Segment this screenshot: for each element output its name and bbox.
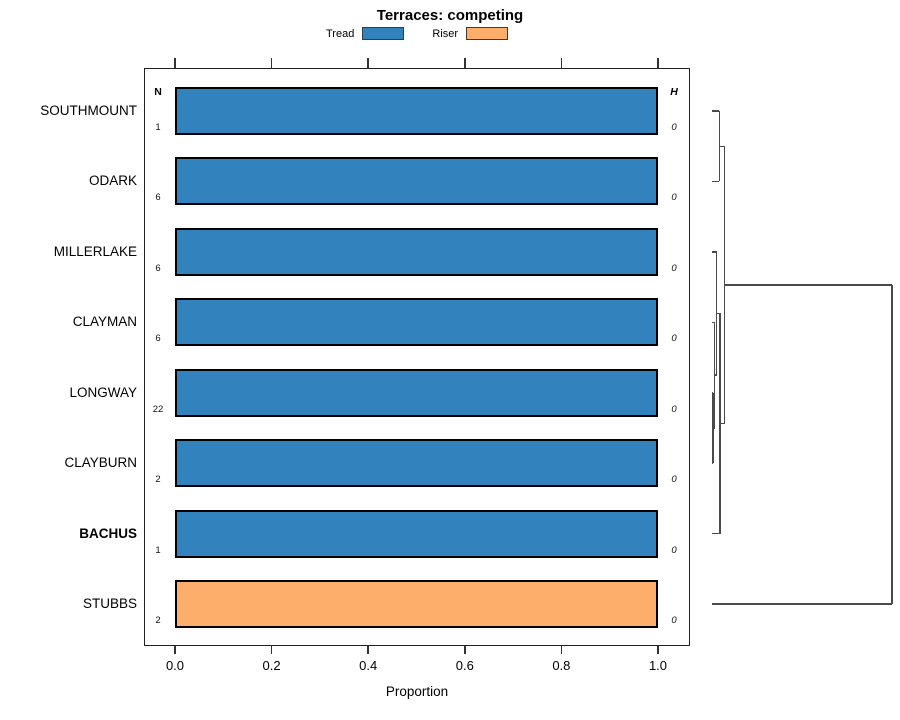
dendrogram-segment <box>714 374 717 376</box>
n-value-stubbs: 2 <box>155 615 161 626</box>
x-tick-label: 0.6 <box>455 658 474 673</box>
legend-item-riser: Riser <box>432 27 508 40</box>
dendrogram-segment <box>711 110 720 112</box>
bar-clayman <box>175 298 658 347</box>
category-label-southmount: SOUTHMOUNT <box>40 103 137 118</box>
dendrogram-segment <box>716 312 720 315</box>
x-tick-top <box>367 58 369 68</box>
dendrogram-segment <box>724 284 892 286</box>
x-tick-label: 0.0 <box>165 658 185 673</box>
n-value-millerlake: 6 <box>155 262 161 274</box>
x-tick-top <box>657 58 659 68</box>
bar-odark <box>175 157 658 206</box>
x-tick-label: 0.2 <box>262 658 281 673</box>
x-tick-bottom <box>367 646 369 654</box>
category-label-stubbs: STUBBS <box>82 596 137 611</box>
category-label-bachus: BACHUS <box>79 525 137 541</box>
dendrogram-segment <box>713 322 716 428</box>
x-tick-label: 0.8 <box>552 658 571 673</box>
n-value-southmount: 1 <box>155 122 161 133</box>
dendrogram-segment <box>891 284 893 604</box>
dendrogram-segment <box>715 251 718 376</box>
dendrogram-segment <box>711 603 892 605</box>
h-column-header: H <box>670 86 678 98</box>
bar-southmount <box>175 87 658 135</box>
dendrogram-segment <box>711 532 720 535</box>
x-axis-title: Proportion <box>385 684 449 699</box>
dendrogram-segment <box>711 180 720 183</box>
n-value-odark: 6 <box>155 192 161 204</box>
dendrogram-segment <box>719 145 725 147</box>
dendrogram-segment <box>723 146 726 424</box>
bar-longway <box>175 368 658 417</box>
n-value-bachus: 1 <box>155 544 161 556</box>
h-value-clayman: 0 <box>671 333 677 345</box>
x-tick-label: 0.4 <box>359 658 378 673</box>
h-value-southmount: 0 <box>671 122 677 133</box>
plot-panel <box>144 68 690 646</box>
dendrogram-segment <box>719 422 725 425</box>
bar-millerlake <box>175 227 658 276</box>
x-tick-label: 1.0 <box>648 658 668 673</box>
n-column-header: N <box>154 86 162 98</box>
h-value-bachus: 0 <box>671 544 677 556</box>
dendrogram-segment <box>711 462 713 464</box>
x-tick-top <box>270 58 273 68</box>
category-label-odark: ODARK <box>88 173 137 189</box>
category-label-clayburn: CLAYBURN <box>64 455 137 471</box>
h-value-odark: 0 <box>671 192 677 204</box>
chart-title: Terraces: competing <box>376 7 524 24</box>
dendrogram-segment <box>711 321 715 323</box>
h-value-millerlake: 0 <box>671 262 677 274</box>
legend-label-tread: Tread <box>326 27 355 40</box>
bar-bachus <box>175 509 658 558</box>
h-value-clayburn: 0 <box>671 474 677 486</box>
x-tick-bottom <box>560 646 563 654</box>
n-value-longway: 22 <box>152 403 164 415</box>
n-value-clayman: 6 <box>155 333 161 345</box>
dendrogram-segment <box>718 111 721 182</box>
x-tick-bottom <box>464 646 466 654</box>
x-tick-top <box>464 58 466 68</box>
category-label-longway: LONGWAY <box>69 384 137 400</box>
dendrogram-segment <box>711 392 713 394</box>
x-tick-bottom <box>657 646 659 654</box>
legend-swatch-tread <box>362 27 405 40</box>
legend-item-tread: Tread <box>326 27 405 40</box>
dendrogram-segment <box>712 427 715 429</box>
bar-clayburn <box>175 439 658 488</box>
dendrogram-segment <box>711 251 717 253</box>
legend-swatch-riser <box>466 27 508 40</box>
category-label-clayman: CLAYMAN <box>72 314 137 330</box>
bar-stubbs <box>175 580 658 628</box>
x-tick-top <box>560 58 563 68</box>
x-tick-bottom <box>174 646 176 654</box>
h-value-longway: 0 <box>671 403 677 415</box>
dendrogram-segment <box>712 392 714 464</box>
n-value-clayburn: 2 <box>155 474 161 486</box>
legend-label-riser: Riser <box>432 27 458 40</box>
x-tick-top <box>174 58 176 68</box>
legend: Tread Riser <box>326 27 508 40</box>
category-label-millerlake: MILLERLAKE <box>53 243 137 259</box>
x-tick-bottom <box>270 646 273 654</box>
h-value-stubbs: 0 <box>671 615 677 626</box>
